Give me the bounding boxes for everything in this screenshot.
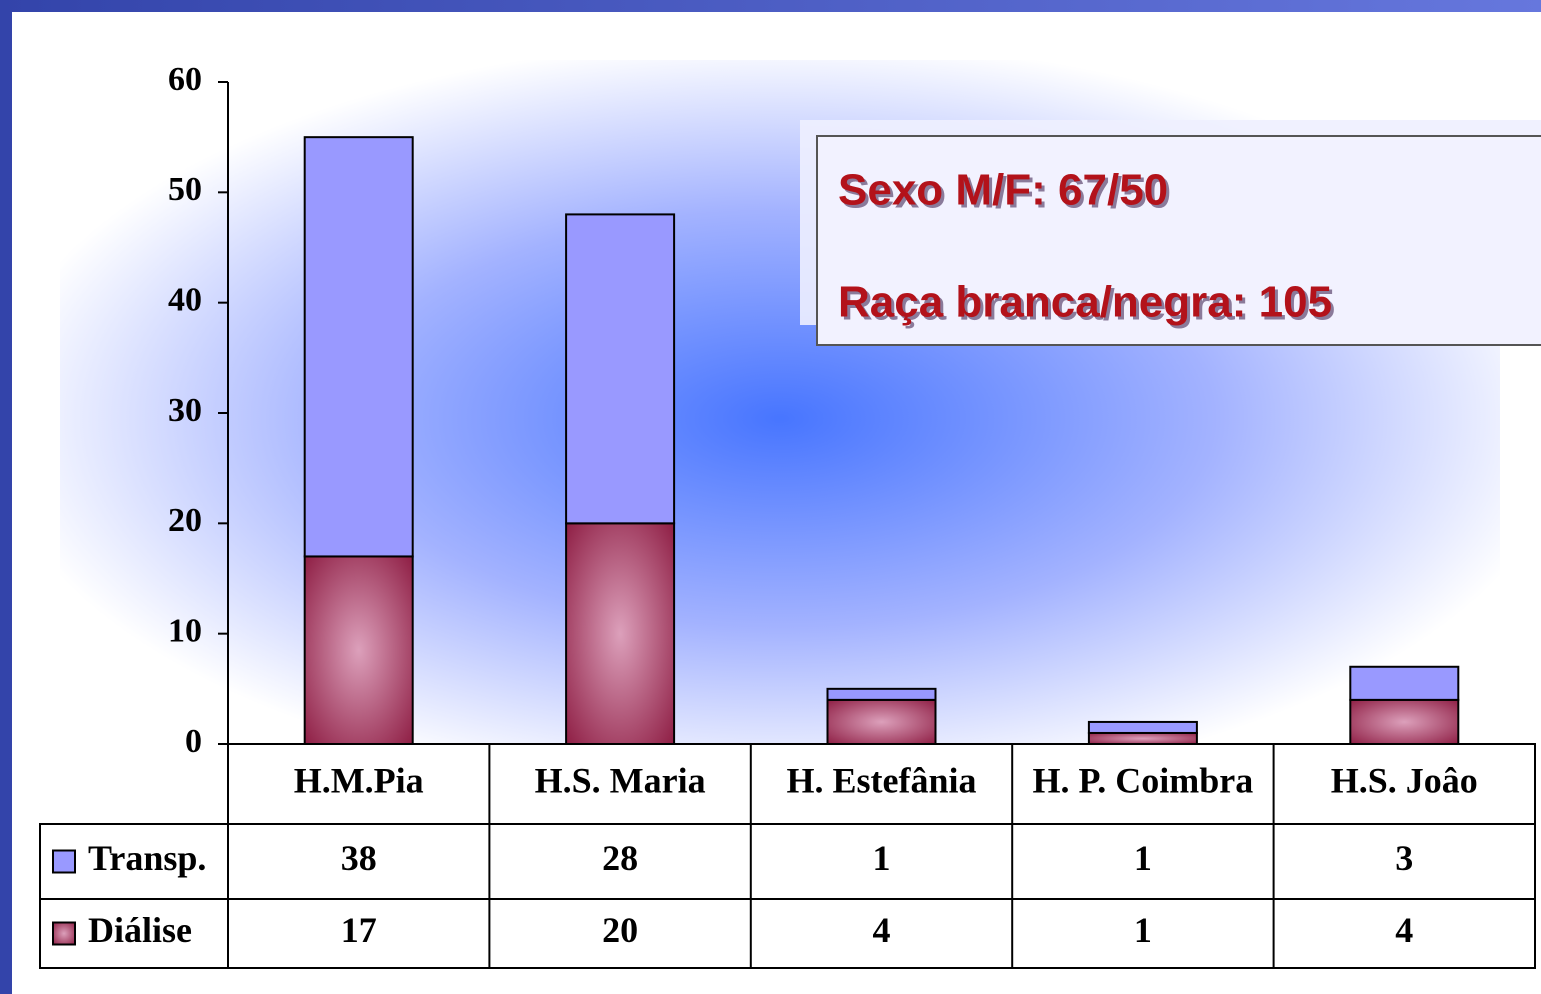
legend-swatch [52,921,76,946]
x-tick-label: H.M.Pia [294,760,424,800]
y-tick-label: 20 [168,502,202,539]
table-value: 38 [341,838,377,878]
table-body [39,823,1536,969]
bar [826,687,937,701]
table-value: 1 [1134,838,1152,878]
y-tick-label: 60 [168,61,202,98]
annotation-shadow: Raça branca/negra: 105 [841,281,1335,330]
legend-swatch [52,849,76,874]
x-tick-label: H.S. Joâo [1331,760,1478,800]
bar [565,213,676,525]
bar [303,136,414,558]
annotation-frame [816,135,1541,346]
bar [1349,698,1460,745]
bar [1349,665,1460,701]
table-value: 1 [873,838,891,878]
legend-label: Transp. [88,838,206,878]
table-value: 1 [1134,910,1152,950]
table-value: 28 [602,838,638,878]
annotation-shadow: Sexo M/F: 67/50 [841,169,1171,218]
table-value: 4 [873,910,891,950]
table-value: 4 [1395,910,1413,950]
bar [1087,731,1198,746]
table-value: 3 [1395,838,1413,878]
annotation: Sexo M/F: 67/50 [838,166,1168,215]
bar [1087,720,1198,734]
y-tick-label: 30 [168,392,202,429]
y-tick-label: 0 [185,723,202,760]
table-header [227,743,1536,825]
annotation-box [800,120,1541,346]
bar [303,555,414,746]
x-tick-label: H.S. Maria [535,760,706,800]
bar [826,698,937,745]
x-tick-label: H. P. Coimbra [1033,760,1254,800]
table-value: 17 [341,910,377,950]
annotation: Raça branca/negra: 105 [838,278,1332,327]
y-tick-label: 10 [168,612,202,649]
y-tick-label: 40 [168,281,202,318]
y-tick-label: 50 [168,171,202,208]
legend-label: Diálise [88,910,192,950]
table-value: 20 [602,910,638,950]
x-tick-label: H. Estefânia [786,760,976,800]
bar [565,522,676,745]
